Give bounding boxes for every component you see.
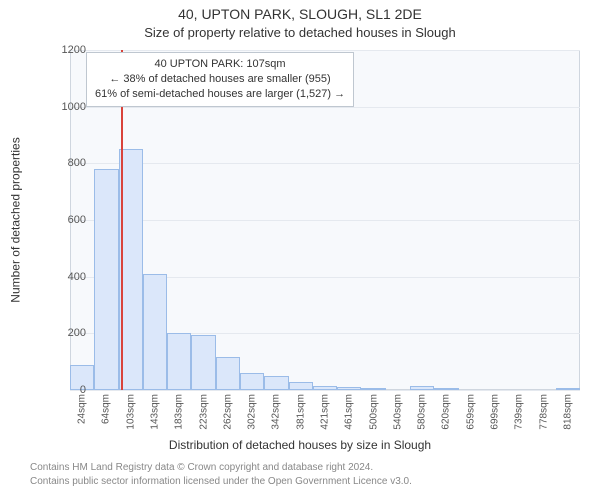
x-tick-label: 302sqm [247, 394, 258, 430]
histogram-bar [167, 333, 191, 390]
x-tick-label: 739sqm [514, 394, 525, 430]
grid-line [70, 163, 580, 164]
chart-title-sub: Size of property relative to detached ho… [0, 25, 600, 40]
annotation-line2: ← 38% of detached houses are smaller (95… [95, 72, 345, 87]
y-tick-label: 200 [36, 327, 86, 339]
histogram-bar [240, 373, 264, 390]
x-tick-label: 342sqm [271, 394, 282, 430]
x-tick-label: 620sqm [441, 394, 452, 430]
y-tick-label: 1000 [36, 101, 86, 113]
histogram-bar [434, 388, 458, 390]
x-axis-label: Distribution of detached houses by size … [0, 438, 600, 452]
x-tick-label: 540sqm [392, 394, 403, 430]
x-tick-label: 381sqm [295, 394, 306, 430]
x-tick-label: 699sqm [490, 394, 501, 430]
chart-container: 40, UPTON PARK, SLOUGH, SL1 2DE Size of … [0, 0, 600, 500]
grid-line [70, 220, 580, 221]
x-tick-label: 421sqm [320, 394, 331, 430]
histogram-bar [556, 388, 580, 390]
x-tick-label: 103sqm [125, 394, 136, 430]
x-tick-label: 24sqm [77, 394, 88, 424]
y-tick-label: 600 [36, 214, 86, 226]
histogram-bar [313, 386, 337, 390]
grid-line [70, 390, 580, 391]
y-tick-label: 400 [36, 271, 86, 283]
annotation-line3: 61% of semi-detached houses are larger (… [95, 87, 345, 102]
x-tick-label: 500sqm [368, 394, 379, 430]
x-tick-label: 461sqm [344, 394, 355, 430]
x-tick-label: 223sqm [198, 394, 209, 430]
x-tick-label: 818sqm [562, 394, 573, 430]
histogram-bar [337, 387, 361, 390]
histogram-bar [289, 382, 313, 391]
x-tick-label: 143sqm [150, 394, 161, 430]
annotation-line1: 40 UPTON PARK: 107sqm [95, 57, 345, 72]
x-tick-label: 262sqm [222, 394, 233, 430]
histogram-bar [94, 169, 118, 390]
x-tick-label: 580sqm [417, 394, 428, 430]
grid-line [70, 50, 580, 51]
histogram-bar [410, 386, 434, 390]
y-tick-label: 1200 [36, 44, 86, 56]
footnote-2: Contains public sector information licen… [30, 476, 590, 487]
histogram-bar [216, 357, 240, 390]
histogram-bar [191, 335, 215, 390]
y-axis-label: Number of detached properties [8, 50, 24, 390]
histogram-bar [264, 376, 288, 390]
annotation-box: 40 UPTON PARK: 107sqm ← 38% of detached … [86, 52, 354, 107]
x-tick-label: 659sqm [465, 394, 476, 430]
x-tick-label: 183sqm [174, 394, 185, 430]
y-tick-label: 800 [36, 157, 86, 169]
histogram-bar [143, 274, 167, 390]
footnote-1: Contains HM Land Registry data © Crown c… [30, 462, 590, 473]
x-tick-label: 778sqm [538, 394, 549, 430]
histogram-bar [361, 388, 385, 390]
grid-line [70, 107, 580, 108]
chart-title-main: 40, UPTON PARK, SLOUGH, SL1 2DE [0, 6, 600, 22]
x-tick-label: 64sqm [101, 394, 112, 424]
